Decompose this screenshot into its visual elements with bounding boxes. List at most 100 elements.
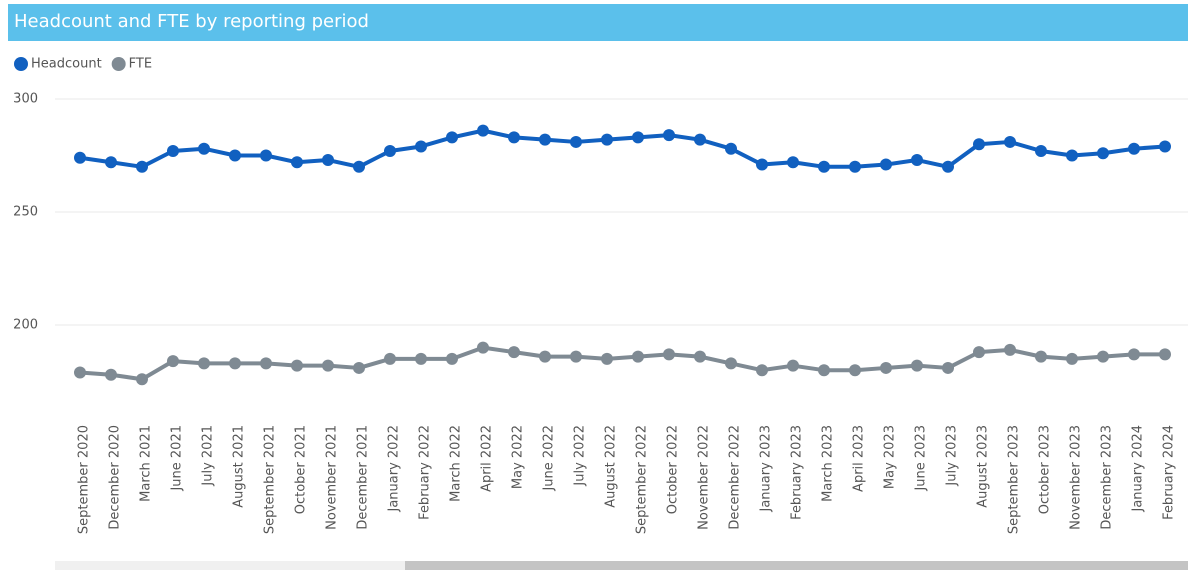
data-point	[229, 357, 241, 370]
data-point	[601, 352, 613, 365]
data-point	[415, 140, 427, 153]
data-point	[973, 346, 985, 359]
scroll-thumb[interactable]	[405, 561, 1188, 570]
x-tick-label: March 2021	[139, 425, 154, 502]
x-tick-label: September 2022	[635, 425, 650, 534]
x-tick-label: August 2022	[604, 425, 619, 508]
data-point	[1066, 352, 1078, 365]
x-tick-label: January 2024	[1131, 425, 1146, 513]
x-tick-label: July 2023	[945, 425, 960, 487]
x-tick-label: July 2022	[573, 425, 588, 487]
x-tick-label: February 2022	[418, 425, 433, 520]
data-point	[415, 352, 427, 365]
data-point	[1159, 140, 1171, 153]
data-point	[384, 144, 396, 157]
x-tick-label: October 2023	[1038, 425, 1053, 514]
y-tick-label: 300	[13, 92, 38, 107]
data-point	[663, 348, 675, 361]
legend-label: Headcount	[31, 57, 102, 72]
data-point	[942, 361, 954, 374]
data-point	[725, 357, 737, 370]
x-tick-label: June 2023	[914, 425, 929, 492]
data-point	[725, 142, 737, 155]
data-point	[973, 138, 985, 151]
data-point	[539, 350, 551, 363]
data-point	[1066, 149, 1078, 162]
x-tick-label: November 2022	[697, 425, 712, 530]
x-tick-label: May 2023	[883, 425, 898, 489]
data-point	[570, 135, 582, 148]
data-point	[694, 350, 706, 363]
data-point	[756, 364, 768, 377]
data-point	[694, 133, 706, 146]
data-point	[322, 359, 334, 372]
x-tick-label: December 2022	[728, 425, 743, 530]
data-point	[353, 361, 365, 374]
data-point	[229, 149, 241, 162]
x-tick-label: January 2023	[759, 425, 774, 513]
x-tick-label: June 2021	[170, 425, 185, 492]
x-tick-label: April 2023	[852, 425, 867, 492]
x-tick-label: March 2023	[821, 425, 836, 502]
data-point	[74, 151, 86, 164]
data-point	[1097, 350, 1109, 363]
y-tick-label: 250	[13, 205, 38, 220]
data-point	[322, 154, 334, 167]
data-point	[74, 366, 86, 379]
data-point	[1004, 343, 1016, 356]
data-point	[942, 160, 954, 173]
data-point	[601, 133, 613, 146]
x-tick-label: February 2023	[790, 425, 805, 520]
data-point	[353, 160, 365, 173]
x-tick-label: September 2021	[263, 425, 278, 534]
x-tick-label: April 2022	[480, 425, 495, 492]
data-point	[198, 357, 210, 370]
x-tick-label: August 2021	[232, 425, 247, 508]
data-point	[539, 133, 551, 146]
x-tick-label: December 2023	[1100, 425, 1115, 530]
data-point	[167, 144, 179, 157]
data-point	[911, 154, 923, 167]
data-point	[136, 373, 148, 386]
data-point	[198, 142, 210, 155]
data-point	[663, 129, 675, 142]
x-tick-label: July 2021	[201, 425, 216, 487]
x-tick-label: December 2021	[356, 425, 371, 530]
data-point	[818, 160, 830, 173]
data-point	[260, 149, 272, 162]
data-point	[446, 352, 458, 365]
data-point	[818, 364, 830, 377]
x-tick-label: February 2024	[1162, 425, 1177, 520]
data-point	[1004, 135, 1016, 148]
x-tick-label: January 2022	[387, 425, 402, 513]
data-point	[384, 352, 396, 365]
x-tick-label: March 2022	[449, 425, 464, 502]
data-point	[260, 357, 272, 370]
x-tick-label: August 2023	[976, 425, 991, 508]
data-point	[880, 158, 892, 171]
data-point	[849, 364, 861, 377]
scroll-track	[55, 561, 405, 570]
x-tick-label: September 2023	[1007, 425, 1022, 534]
data-point	[1097, 147, 1109, 160]
legend-marker	[111, 57, 126, 71]
y-tick-label: 200	[13, 318, 38, 333]
data-point	[105, 156, 117, 169]
data-point	[1035, 350, 1047, 363]
data-point	[291, 156, 303, 169]
data-point	[787, 156, 799, 169]
data-point	[787, 359, 799, 372]
x-tick-label: December 2020	[108, 425, 123, 530]
x-tick-label: June 2022	[542, 425, 557, 492]
data-point	[570, 350, 582, 363]
data-point	[632, 131, 644, 144]
x-tick-label: November 2021	[325, 425, 340, 530]
chart-title: Headcount and FTE by reporting period	[14, 11, 369, 32]
data-point	[508, 346, 520, 359]
data-point	[291, 359, 303, 372]
series-line	[79, 128, 1166, 169]
data-point	[1128, 348, 1140, 361]
data-point	[1035, 144, 1047, 157]
data-point	[136, 160, 148, 173]
